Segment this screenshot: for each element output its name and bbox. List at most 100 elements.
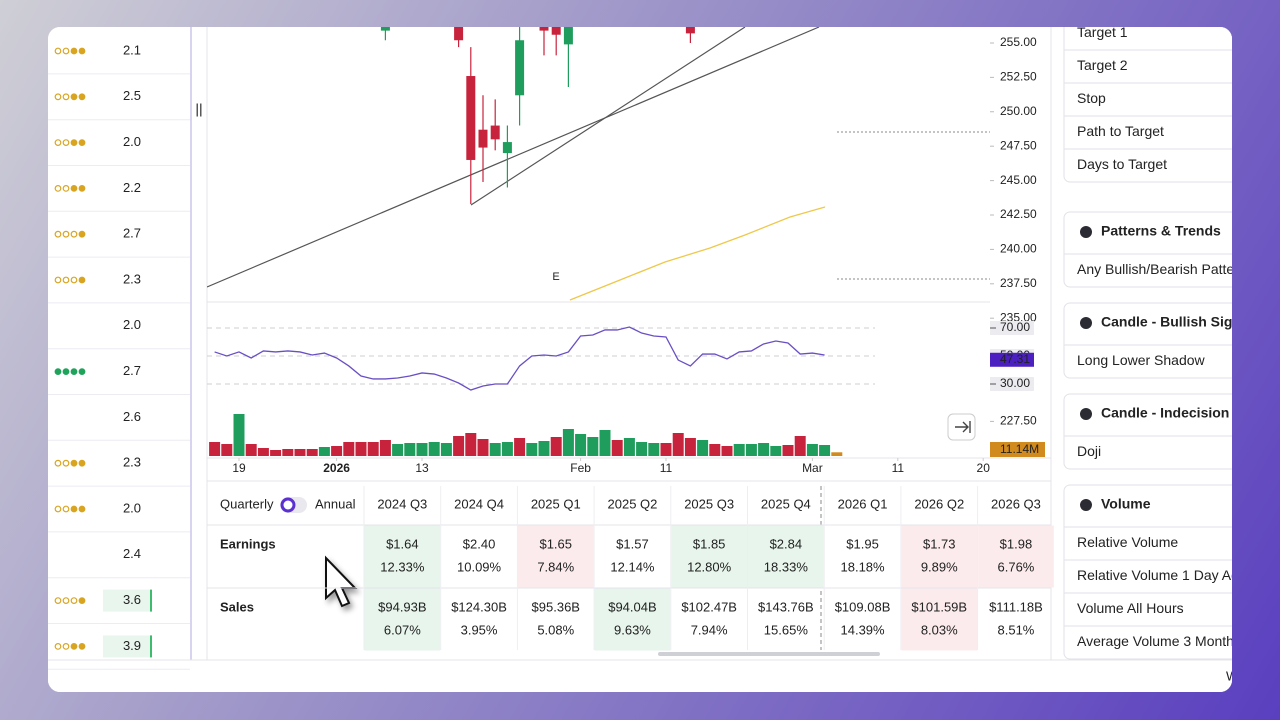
volume-bar [233, 414, 245, 456]
volume-bar [684, 438, 696, 456]
resize-handle[interactable]: || [195, 101, 202, 117]
cell-growth: 18.33% [764, 559, 809, 574]
volume-bar [379, 440, 391, 456]
volume-bar [721, 446, 733, 456]
dot-empty [62, 276, 70, 284]
trend-line[interactable] [470, 27, 746, 206]
volume-bar [453, 436, 465, 456]
icon [1080, 226, 1092, 238]
dot-empty [62, 643, 70, 650]
x-tick-label: Feb [570, 461, 591, 475]
cell-value: $95.36B [532, 599, 580, 614]
cell-growth: 6.07% [384, 622, 421, 637]
dot-filled [78, 276, 86, 284]
score: 2.7 [123, 363, 141, 378]
dot-filled [70, 505, 78, 513]
section-title[interactable]: Patterns & Trends [1101, 223, 1221, 239]
cell-down [901, 588, 978, 651]
sidebar-item[interactable]: Relative Volume 1 Day Ago [1077, 567, 1232, 583]
cell-value: $102.47B [681, 599, 737, 614]
dot-filled [78, 230, 86, 238]
dot-empty [62, 505, 70, 513]
volume-bar [318, 447, 330, 456]
score-bar [150, 635, 152, 658]
section-title[interactable]: Volume [1101, 496, 1151, 512]
candle-body [515, 40, 525, 96]
y-tick-label: 227.50 [1000, 414, 1037, 428]
section-title[interactable]: Candle - Bullish Signal [1101, 314, 1232, 330]
cell-value: $2.40 [463, 536, 496, 551]
dot-empty [70, 230, 78, 238]
volume-bar [697, 440, 709, 456]
cell-value: $94.04B [608, 599, 656, 614]
sidebar-item[interactable]: Days to Target [1077, 156, 1167, 172]
volume-bar [428, 442, 440, 456]
dot-empty [62, 93, 70, 101]
cell-up [671, 525, 747, 588]
toggle-knob [280, 497, 296, 513]
footer-text: W [1226, 668, 1232, 683]
dot-empty [70, 597, 78, 604]
sidebar-item[interactable]: Relative Volume [1077, 534, 1178, 550]
volume-bar [806, 444, 818, 456]
sidebar-item[interactable]: Volume All Hours [1077, 600, 1184, 616]
cell-growth: 8.03% [921, 622, 958, 637]
cell-up [594, 588, 671, 651]
score: 2.0 [123, 500, 141, 515]
sidebar-item[interactable]: Stop [1077, 90, 1106, 106]
candles [380, 27, 695, 204]
rsi-level-label: 30.00 [1000, 376, 1030, 390]
dot-filled [70, 643, 78, 650]
volume-bar [209, 442, 221, 456]
volume-bar [709, 444, 721, 456]
cell-value: $143.76B [758, 599, 814, 614]
trend-line[interactable] [207, 27, 820, 288]
sidebar-item[interactable]: Any Bullish/Bearish Pattern [1077, 261, 1232, 277]
dot-filled [78, 597, 86, 604]
volume-bar [489, 443, 501, 456]
toggle-label[interactable]: Quarterly [220, 496, 274, 511]
volume-bar [623, 438, 635, 456]
volume-bar [331, 446, 343, 456]
cell-down [901, 525, 978, 588]
column-header: 2024 Q3 [377, 496, 427, 511]
candle-body [685, 27, 695, 34]
candle-body [563, 27, 573, 45]
x-tick-label: 13 [415, 461, 429, 475]
volume-bar [636, 442, 648, 456]
column-header: 2025 Q4 [761, 496, 811, 511]
toggle-label[interactable]: Annual [315, 496, 356, 511]
volume-bar [782, 445, 794, 456]
scrollbar[interactable] [658, 652, 880, 656]
volume-bar [355, 442, 367, 456]
dot-filled [62, 368, 70, 376]
volume-bar [392, 444, 404, 456]
cell-growth: 12.80% [687, 559, 732, 574]
x-tick-label: 20 [977, 461, 991, 475]
candle-body [490, 125, 500, 140]
dot-empty [62, 459, 70, 467]
dot-filled [78, 459, 86, 467]
volume-bar [501, 442, 513, 456]
volume-bar [245, 444, 257, 456]
sidebar-item[interactable]: Target 2 [1077, 57, 1128, 73]
candle-body [502, 142, 512, 154]
section-title[interactable]: Candle - Indecision [1101, 405, 1229, 421]
candle-body [380, 27, 390, 31]
sidebar-item[interactable]: Long Lower Shadow [1077, 352, 1206, 368]
sidebar-item[interactable]: Doji [1077, 443, 1101, 459]
y-tick-label: 242.50 [1000, 207, 1037, 221]
y-tick-label: 235.00 [1000, 310, 1037, 324]
dot-empty [70, 276, 78, 284]
cell-up [748, 525, 824, 588]
cell-up [364, 588, 441, 651]
x-tick-label: Mar [802, 461, 823, 475]
cell-growth: 14.39% [841, 622, 886, 637]
sidebar-item[interactable]: Average Volume 3 Months [1077, 633, 1232, 649]
sidebar-item[interactable]: Target 1 [1077, 27, 1128, 40]
sidebar: Target 1 Target 2 Stop Path to Target Days t… [1063, 27, 1232, 660]
sidebar-item[interactable]: Path to Target [1077, 123, 1164, 139]
score: 3.9 [123, 638, 141, 653]
axis-badge [990, 377, 1034, 391]
